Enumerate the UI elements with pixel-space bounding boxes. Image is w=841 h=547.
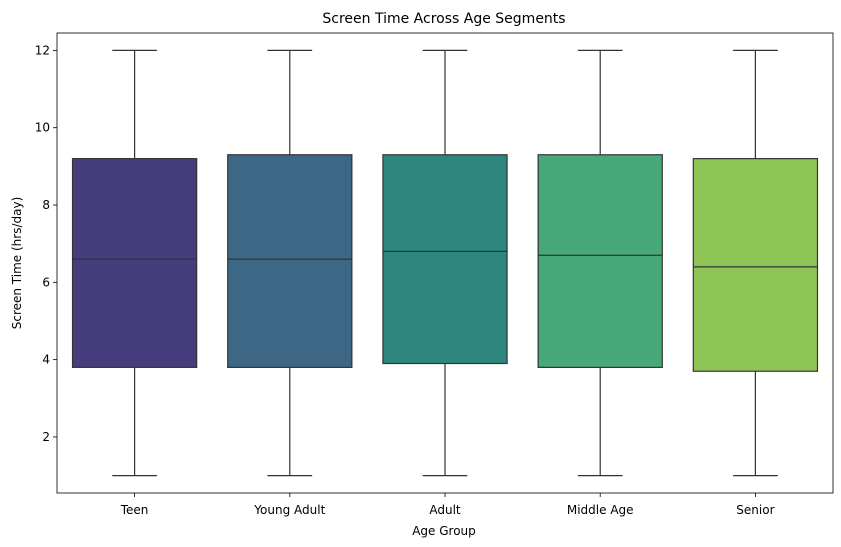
y-tick-label: 2 <box>42 430 50 444</box>
y-tick-label: 4 <box>42 353 50 367</box>
box-senior <box>692 49 819 477</box>
box-middle-age <box>537 49 663 477</box>
y-tick-label: 8 <box>42 198 50 212</box>
y-axis: 2 4 6 8 10 12 <box>35 43 57 444</box>
x-axis-label: Age Group <box>412 524 476 538</box>
y-tick-label: 10 <box>35 121 50 135</box>
x-tick-label: Teen <box>120 503 149 517</box>
x-tick-label: Young Adult <box>253 503 325 517</box>
iqr-box <box>382 154 508 365</box>
box-marks <box>71 49 819 477</box>
iqr-box <box>537 154 663 368</box>
x-tick-label: Middle Age <box>567 503 634 517</box>
box-adult <box>382 49 508 477</box>
box-young-adult <box>227 49 353 477</box>
x-tick-label: Senior <box>736 503 774 517</box>
box-teen <box>71 49 198 477</box>
x-axis: Teen Young Adult Adult Middle Age Senior <box>120 493 775 517</box>
y-tick-label: 12 <box>35 43 50 57</box>
x-tick-label: Adult <box>429 503 461 517</box>
iqr-box <box>692 158 819 372</box>
chart-title: Screen Time Across Age Segments <box>322 11 565 27</box>
iqr-box <box>71 158 198 368</box>
y-tick-label: 6 <box>42 275 50 289</box>
y-axis-label: Screen Time (hrs/day) <box>10 197 24 330</box>
iqr-box <box>227 154 353 368</box>
